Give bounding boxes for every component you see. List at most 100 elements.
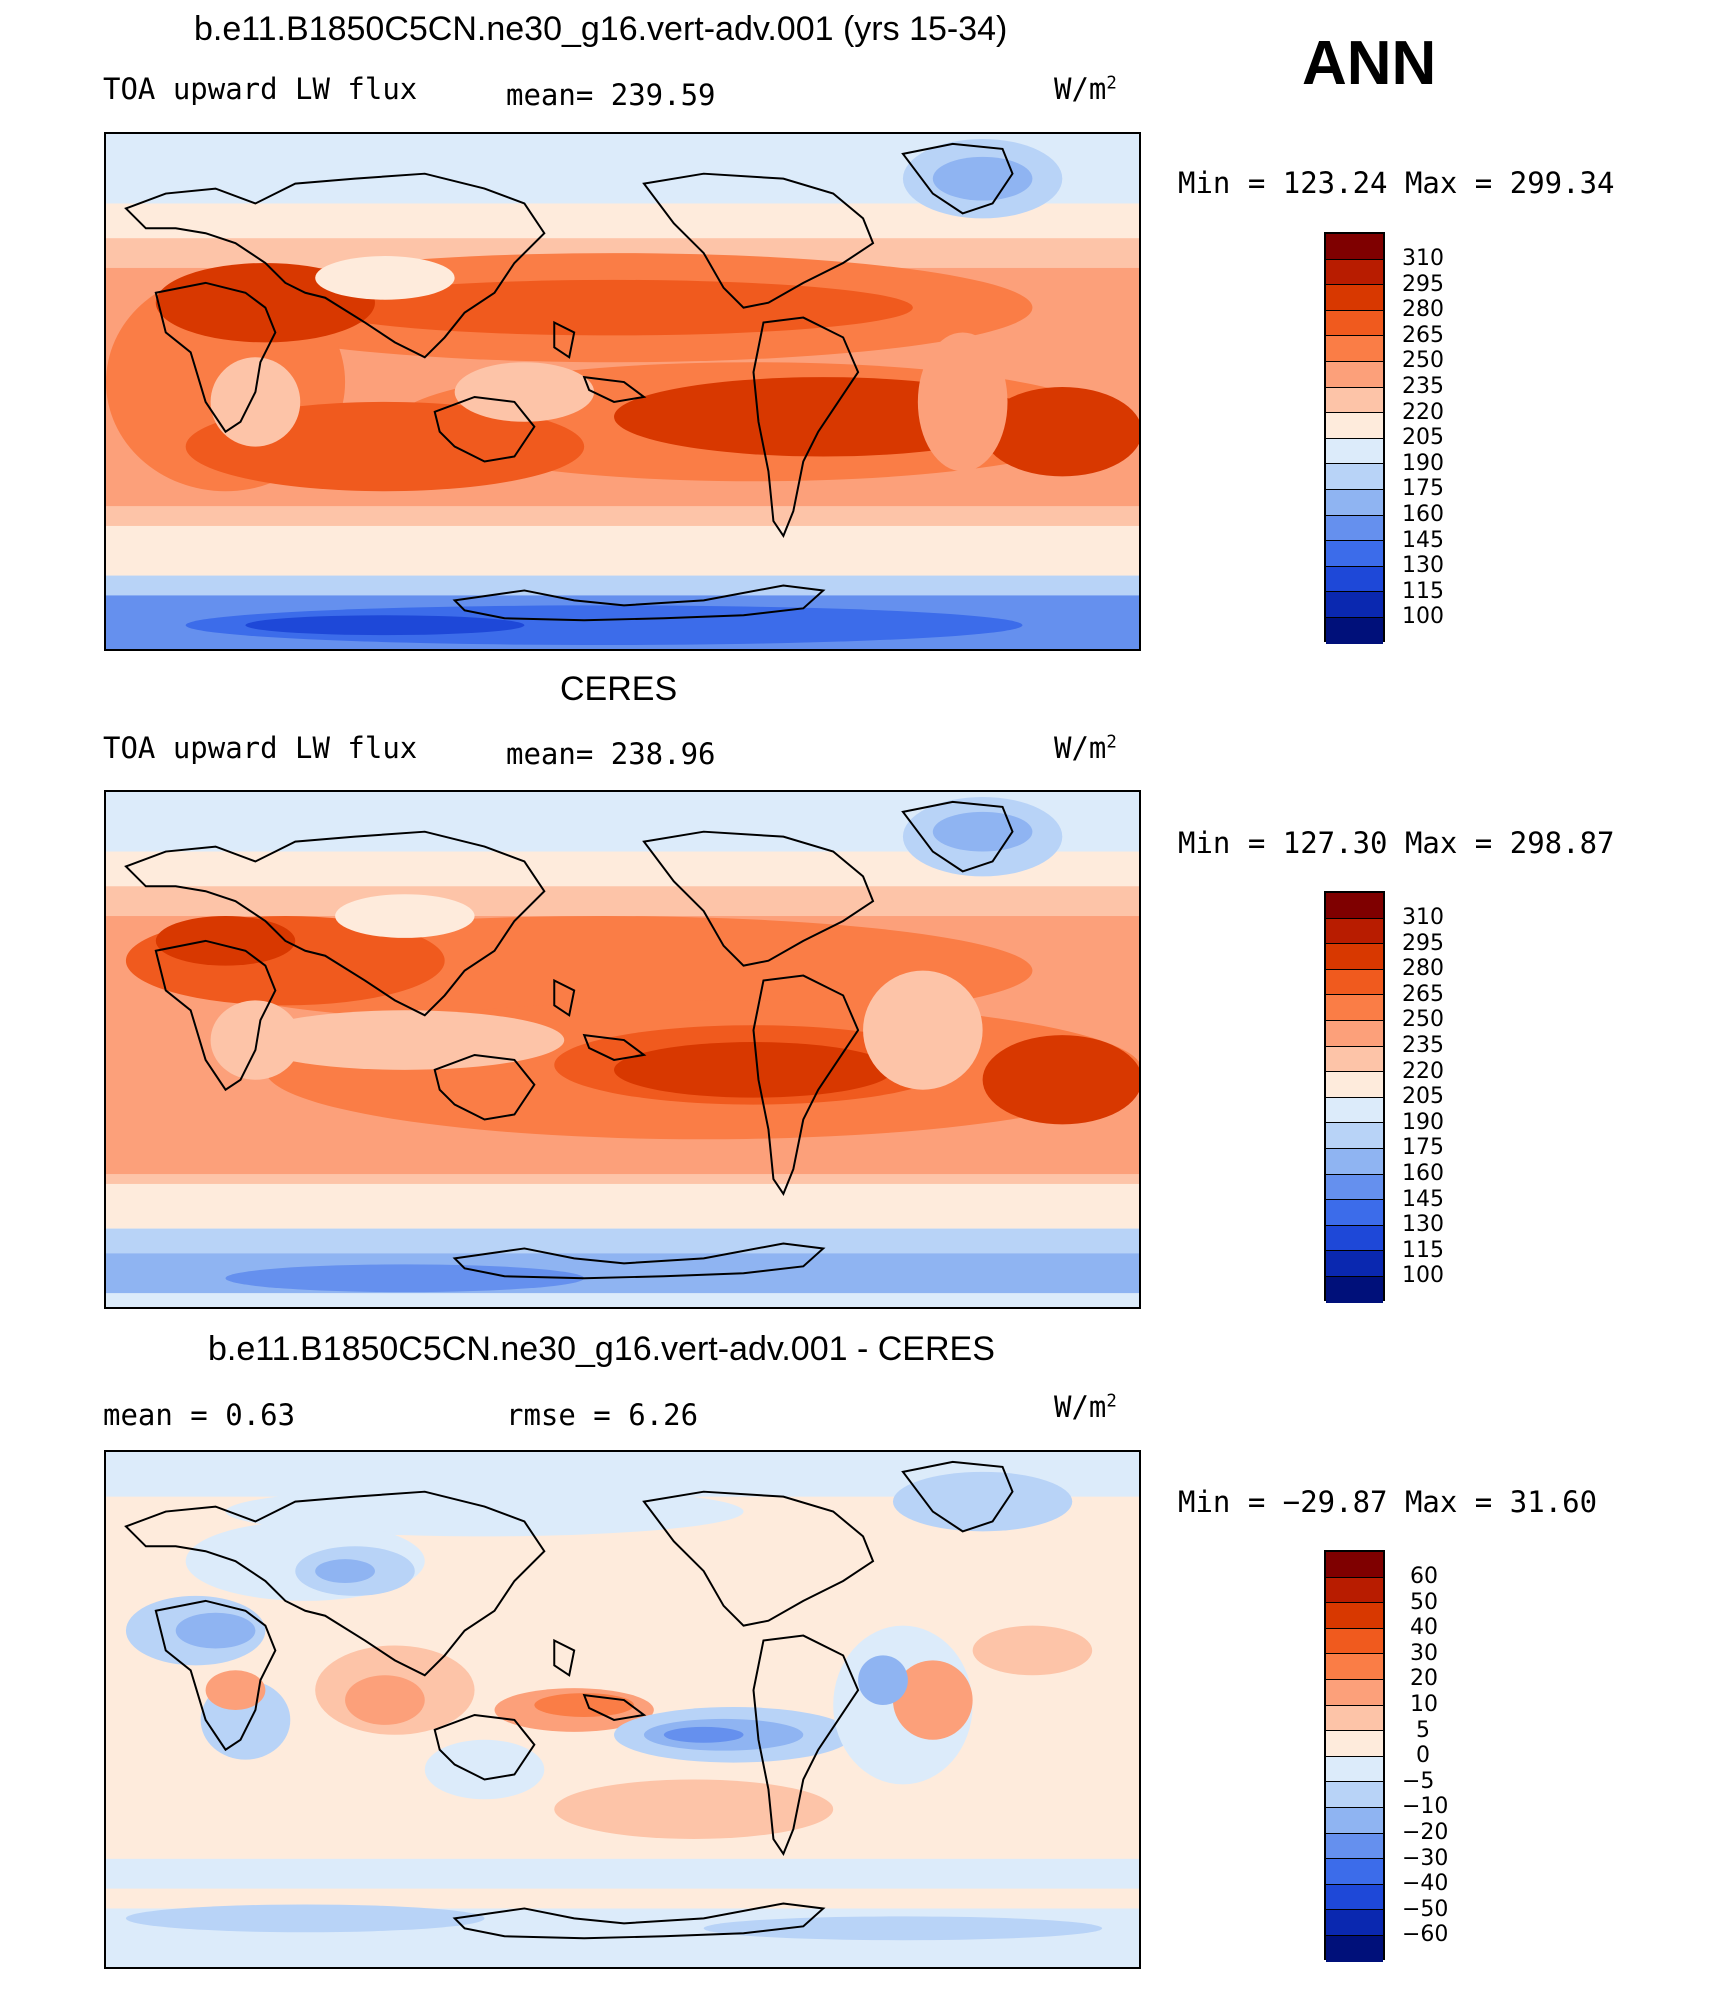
colorbar-label: 235	[1402, 374, 1444, 399]
panel1-colorbar	[1324, 232, 1385, 644]
colorbar-swatch	[1326, 489, 1383, 516]
colorbar-swatch	[1326, 1046, 1383, 1073]
colorbar-label: −30	[1402, 1846, 1449, 1871]
colorbar-swatch	[1326, 944, 1383, 970]
colorbar-swatch	[1326, 1123, 1383, 1149]
colorbar-swatch	[1326, 1679, 1383, 1706]
colorbar-label: 115	[1402, 1238, 1444, 1263]
colorbar-label: −50	[1402, 1897, 1449, 1922]
colorbar-swatch	[1326, 541, 1383, 567]
panel3-title: b.e11.B1850C5CN.ne30_g16.vert-adv.001 - …	[208, 1330, 995, 1368]
colorbar-swatch	[1326, 413, 1383, 439]
colorbar-swatch	[1326, 566, 1383, 593]
panel3-mean: mean = 0.63	[103, 1398, 296, 1432]
colorbar-label: 205	[1402, 1084, 1444, 1109]
colorbar-label: 280	[1402, 956, 1444, 981]
colorbar-label: 30	[1410, 1641, 1438, 1666]
panel1-map	[104, 132, 1141, 651]
colorbar-label: 130	[1402, 553, 1444, 578]
colorbar-swatch	[1326, 1859, 1383, 1885]
colorbar-swatch	[1326, 285, 1383, 311]
season-label: ANN	[1302, 29, 1437, 98]
colorbar-label: −10	[1402, 1794, 1449, 1819]
colorbar-label: 220	[1402, 1059, 1444, 1084]
colorbar-label: 40	[1410, 1615, 1438, 1640]
colorbar-label: 190	[1402, 1110, 1444, 1135]
colorbar-label: 175	[1402, 1135, 1444, 1160]
colorbar-swatch	[1326, 1705, 1383, 1732]
panel2-minmax: Min = 127.30 Max = 298.87	[1178, 826, 1615, 860]
colorbar-label: 250	[1402, 348, 1444, 373]
panel2-colorbar	[1324, 891, 1385, 1303]
colorbar-swatch	[1326, 361, 1383, 388]
colorbar-label: 190	[1402, 451, 1444, 476]
colorbar-swatch	[1326, 592, 1383, 618]
colorbar-swatch	[1326, 1225, 1383, 1252]
panel1-mean: mean= 239.59	[506, 78, 716, 112]
colorbar-label: −40	[1402, 1871, 1449, 1896]
colorbar-swatch	[1326, 1731, 1383, 1757]
colorbar-label: 20	[1410, 1666, 1438, 1691]
colorbar-swatch	[1326, 234, 1383, 260]
colorbar-label: 175	[1402, 476, 1444, 501]
colorbar-label: 160	[1402, 502, 1444, 527]
colorbar-swatch	[1326, 1603, 1383, 1629]
colorbar-swatch	[1326, 1756, 1383, 1783]
colorbar-label: −5	[1402, 1769, 1435, 1794]
panel1-left-label: TOA upward LW flux	[103, 72, 418, 106]
colorbar-label: 5	[1416, 1718, 1430, 1743]
colorbar-swatch	[1326, 310, 1383, 337]
panel3-units: W/m2	[1054, 1390, 1117, 1424]
colorbar-label: 130	[1402, 1212, 1444, 1237]
colorbar-swatch	[1326, 259, 1383, 286]
colorbar-label: 100	[1402, 1263, 1444, 1288]
colorbar-label: 310	[1402, 905, 1444, 930]
colorbar-swatch	[1326, 1552, 1383, 1578]
colorbar-swatch	[1326, 1174, 1383, 1201]
colorbar-label: 145	[1402, 1187, 1444, 1212]
colorbar-label: 60	[1410, 1564, 1438, 1589]
colorbar-swatch	[1326, 1654, 1383, 1680]
colorbar-swatch	[1326, 995, 1383, 1021]
colorbar-label: 235	[1402, 1033, 1444, 1058]
colorbar-swatch	[1326, 336, 1383, 362]
colorbar-swatch	[1326, 1807, 1383, 1834]
colorbar-swatch	[1326, 1833, 1383, 1860]
colorbar-label: 0	[1416, 1743, 1430, 1768]
panel2-map	[104, 790, 1141, 1309]
colorbar-swatch	[1326, 1072, 1383, 1098]
panel2-left-label: TOA upward LW flux	[103, 731, 418, 765]
colorbar-label: 250	[1402, 1007, 1444, 1032]
colorbar-swatch	[1326, 1935, 1383, 1962]
colorbar-label: 295	[1402, 931, 1444, 956]
colorbar-swatch	[1326, 1276, 1383, 1303]
panel2-mean: mean= 238.96	[506, 737, 716, 771]
colorbar-label: 220	[1402, 400, 1444, 425]
colorbar-label: 265	[1402, 982, 1444, 1007]
colorbar-swatch	[1326, 918, 1383, 945]
panel3-map	[104, 1450, 1141, 1969]
colorbar-label: 205	[1402, 425, 1444, 450]
panel1-minmax: Min = 123.24 Max = 299.34	[1178, 166, 1615, 200]
colorbar-swatch	[1326, 1148, 1383, 1175]
panel3-colorbar	[1324, 1550, 1385, 1962]
colorbar-label: 10	[1410, 1692, 1438, 1717]
colorbar-swatch	[1326, 1200, 1383, 1226]
colorbar-label: 50	[1410, 1590, 1438, 1615]
colorbar-swatch	[1326, 1251, 1383, 1277]
panel3-minmax: Min = −29.87 Max = 31.60	[1178, 1485, 1598, 1519]
colorbar-label: −60	[1402, 1922, 1449, 1947]
panel2-units: W/m2	[1054, 731, 1117, 765]
colorbar-swatch	[1326, 1020, 1383, 1047]
colorbar-label: 295	[1402, 272, 1444, 297]
panel1-units: W/m2	[1054, 72, 1117, 106]
panel2-title: CERES	[560, 670, 678, 708]
colorbar-swatch	[1326, 387, 1383, 414]
colorbar-swatch	[1326, 1910, 1383, 1936]
colorbar-swatch	[1326, 515, 1383, 542]
panel3-rmse: rmse = 6.26	[506, 1398, 699, 1432]
colorbar-swatch	[1326, 1782, 1383, 1808]
colorbar-label: 115	[1402, 579, 1444, 604]
colorbar-swatch	[1326, 617, 1383, 644]
colorbar-label: 280	[1402, 297, 1444, 322]
